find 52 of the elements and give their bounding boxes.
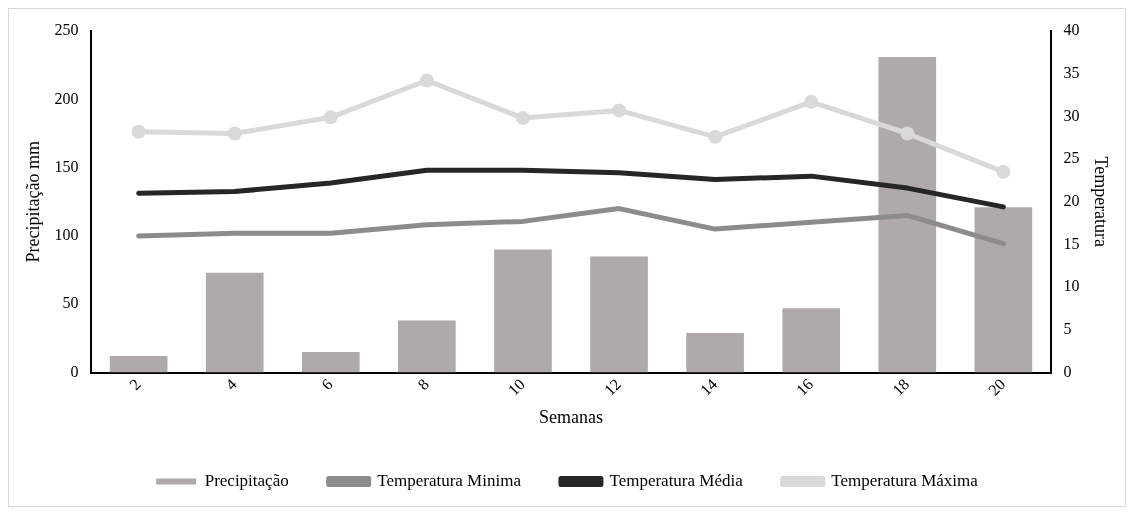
y-tick-label: 250 xyxy=(54,21,79,39)
y2-tick-label: 0 xyxy=(1063,362,1072,380)
bar xyxy=(878,56,937,373)
y2-tick-label: 10 xyxy=(1063,277,1080,295)
bar xyxy=(686,332,744,373)
bar xyxy=(494,249,552,373)
y2-tick-label: 25 xyxy=(1063,149,1080,167)
x-tick-label: 12 xyxy=(600,375,625,399)
point xyxy=(996,164,1011,179)
y2-tick-label: 15 xyxy=(1063,234,1080,252)
x-tick-label: 6 xyxy=(318,375,336,394)
bar xyxy=(109,356,168,373)
y-axis-title: Precipitação mm xyxy=(22,141,43,263)
y-tick-label: 150 xyxy=(54,157,79,175)
y-tick-label: 50 xyxy=(62,294,79,312)
point xyxy=(804,94,819,109)
y2-tick-label: 35 xyxy=(1063,63,1080,81)
y-tick-label: 100 xyxy=(54,226,79,244)
point xyxy=(515,111,530,126)
x-tick-label: 16 xyxy=(792,375,817,399)
point xyxy=(708,129,723,144)
bar xyxy=(301,352,360,373)
y2-tick-label: 20 xyxy=(1063,191,1080,209)
bar xyxy=(590,256,648,373)
x-tick-label: 18 xyxy=(889,375,913,399)
point xyxy=(419,73,434,88)
y2-tick-label: 40 xyxy=(1063,21,1080,39)
bar xyxy=(205,272,264,373)
y-tick-label: 0 xyxy=(70,362,79,380)
x-tick-label: 8 xyxy=(414,375,432,394)
bar xyxy=(782,308,841,373)
legend-label: Precipitação xyxy=(204,470,289,490)
point xyxy=(900,126,915,141)
y2-tick-label: 30 xyxy=(1063,106,1080,124)
point xyxy=(131,124,146,139)
x-tick-label: 20 xyxy=(985,375,1009,399)
x-tick-label: 2 xyxy=(126,375,144,394)
y2-tick-label: 5 xyxy=(1063,320,1072,338)
bar xyxy=(398,320,456,373)
point xyxy=(227,126,242,141)
x-tick-label: 10 xyxy=(504,375,529,399)
legend-label: Temperatura Média xyxy=(609,470,744,490)
y2-axis-title: Temperatura xyxy=(1091,156,1112,248)
bar xyxy=(974,207,1033,373)
x-tick-label: 14 xyxy=(696,375,721,399)
x-axis-title: Semanas xyxy=(539,406,603,427)
x-tick-label: 4 xyxy=(222,375,240,394)
legend-label: Temperatura Máxima xyxy=(831,470,979,490)
y-tick-label: 200 xyxy=(54,89,79,107)
point xyxy=(323,110,338,125)
legend-label: Temperatura Minima xyxy=(377,470,522,490)
point xyxy=(612,103,627,118)
